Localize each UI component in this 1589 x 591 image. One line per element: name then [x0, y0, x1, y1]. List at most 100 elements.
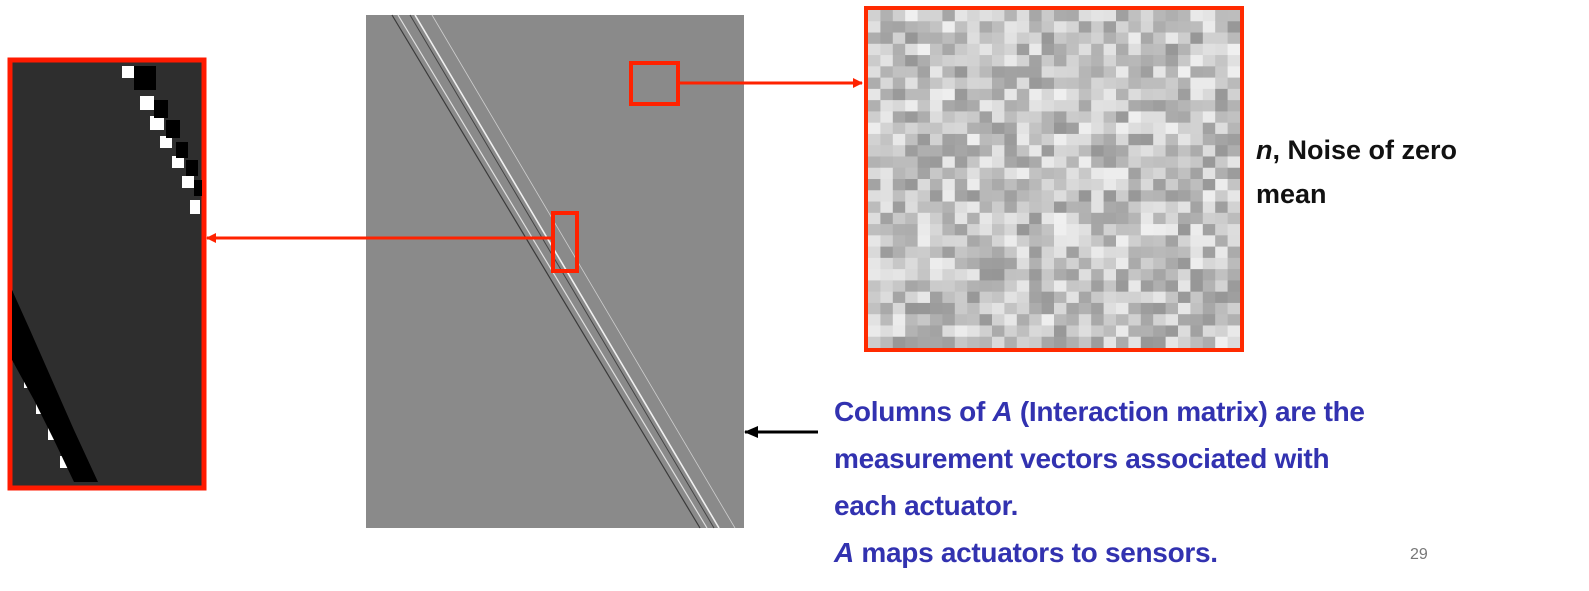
noise-pixel — [1079, 247, 1092, 259]
noise-pixel — [868, 156, 881, 168]
noise-pixel — [905, 292, 918, 304]
noise-pixel — [1004, 280, 1017, 292]
noise-pixel — [1066, 10, 1079, 22]
noise-pixel — [880, 78, 893, 90]
noise-pixel — [1042, 202, 1055, 214]
noise-pixel — [1004, 190, 1017, 202]
noise-pixel — [1215, 111, 1228, 123]
noise-pixel — [880, 235, 893, 247]
noise-pixel — [1178, 145, 1191, 157]
noise-pixel — [1029, 10, 1042, 22]
noise-pixel — [868, 66, 881, 78]
noise-pixel — [967, 78, 980, 90]
noise-pixel — [1166, 280, 1179, 292]
noise-pixel — [1029, 145, 1042, 157]
noise-pixel — [1116, 55, 1129, 67]
noise-pixel — [1141, 168, 1154, 180]
noise-pixel — [1104, 89, 1117, 101]
noise-pixel — [1042, 123, 1055, 135]
noise-pixel — [1178, 168, 1191, 180]
noise-pixel — [1228, 111, 1241, 123]
noise-pixel — [1203, 123, 1216, 135]
noise-pixel — [955, 21, 968, 33]
noise-pixel — [1128, 202, 1141, 214]
noise-pixel — [893, 235, 906, 247]
noise-pixel — [1104, 213, 1117, 225]
noise-pixel — [918, 314, 931, 326]
noise-pixel — [1116, 303, 1129, 315]
noise-pixel — [1190, 224, 1203, 236]
noise-pixel — [930, 190, 943, 202]
noise-pixel — [1029, 190, 1042, 202]
noise-pixel — [1104, 258, 1117, 270]
noise-pixel — [1190, 168, 1203, 180]
noise-pixel — [1004, 292, 1017, 304]
noise-pixel — [980, 89, 993, 101]
noise-pixel — [1104, 190, 1117, 202]
noise-pixel — [1017, 66, 1030, 78]
noise-pixel — [905, 258, 918, 270]
noise-pixel — [1054, 303, 1067, 315]
noise-pixel — [1203, 21, 1216, 33]
noise-pixel — [880, 303, 893, 315]
noise-pixel — [980, 168, 993, 180]
noise-pixel — [918, 258, 931, 270]
noise-pixel — [1116, 78, 1129, 90]
noise-pixel — [1203, 292, 1216, 304]
noise-pixel — [1128, 111, 1141, 123]
noise-pixel — [1116, 168, 1129, 180]
noise-pixel — [1128, 10, 1141, 22]
noise-pixel — [1004, 10, 1017, 22]
noise-pixel — [1004, 224, 1017, 236]
noise-pixel — [955, 190, 968, 202]
noise-pixel — [1104, 269, 1117, 281]
noise-pixel — [1203, 314, 1216, 326]
noise-pixel — [1228, 258, 1241, 270]
noise-pixel — [1042, 66, 1055, 78]
noise-pixel — [942, 44, 955, 56]
noise-pixel — [1153, 66, 1166, 78]
noise-pixel — [1178, 235, 1191, 247]
noise-pixel — [1042, 224, 1055, 236]
noise-pixel — [1116, 145, 1129, 157]
noise-pixel — [1190, 314, 1203, 326]
noise-pixel — [1054, 337, 1067, 349]
noise-pixel — [1054, 33, 1067, 45]
noise-pixel — [992, 168, 1005, 180]
noise-pixel — [918, 55, 931, 67]
noise-pixel — [1091, 33, 1104, 45]
noise-pixel — [1079, 168, 1092, 180]
noise-pixel — [1004, 269, 1017, 281]
noise-pixel — [1178, 134, 1191, 146]
noise-pixel — [1066, 89, 1079, 101]
noise-pixel — [980, 10, 993, 22]
noise-pixel — [1017, 33, 1030, 45]
noise-pixel — [1203, 66, 1216, 78]
noise-pixel — [1104, 202, 1117, 214]
noise-pixel — [1190, 21, 1203, 33]
noise-pixel — [1153, 202, 1166, 214]
noise-pixel — [1178, 224, 1191, 236]
noise-pixel — [1228, 100, 1241, 112]
noise-pixel — [1128, 224, 1141, 236]
noise-pixel — [1091, 168, 1104, 180]
noise-pixel — [1004, 258, 1017, 270]
noise-pixel — [1054, 89, 1067, 101]
noise-pixel — [1141, 89, 1154, 101]
noise-pixel — [1203, 280, 1216, 292]
noise-pixel — [1178, 89, 1191, 101]
noise-pixel — [1203, 202, 1216, 214]
noise-pixel — [980, 145, 993, 157]
noise-pixel — [1104, 325, 1117, 337]
noise-pixel — [1054, 55, 1067, 67]
noise-pixel — [980, 78, 993, 90]
noise-pixel — [1004, 337, 1017, 349]
noise-pixel — [1215, 325, 1228, 337]
noise-pixel — [942, 10, 955, 22]
noise-pixel — [893, 123, 906, 135]
noise-pixel — [1153, 269, 1166, 281]
noise-pixel — [980, 33, 993, 45]
noise-pixel — [1203, 89, 1216, 101]
noise-pixel — [942, 100, 955, 112]
noise-pixel — [967, 21, 980, 33]
